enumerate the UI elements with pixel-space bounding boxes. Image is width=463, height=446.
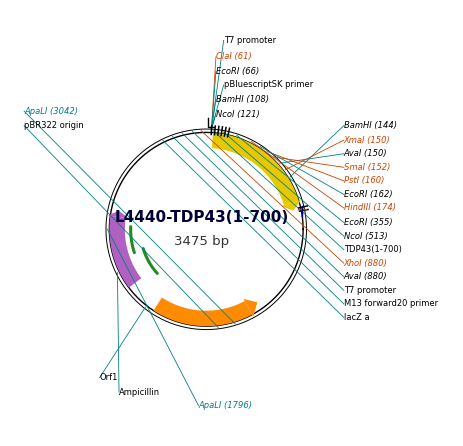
Text: 3475 bp: 3475 bp <box>174 235 229 248</box>
Polygon shape <box>108 211 128 218</box>
Text: T7 promoter: T7 promoter <box>344 286 396 295</box>
Text: ClaI (61): ClaI (61) <box>216 52 252 62</box>
Text: BamHI (108): BamHI (108) <box>216 95 269 104</box>
Text: EcoRI (66): EcoRI (66) <box>216 67 259 76</box>
Text: NcoI (121): NcoI (121) <box>216 110 260 119</box>
Text: T7 promoter: T7 promoter <box>224 36 276 45</box>
Text: BamHI (144): BamHI (144) <box>344 121 397 130</box>
Polygon shape <box>212 132 299 205</box>
Text: L4440-TDP43(1-700): L4440-TDP43(1-700) <box>114 210 288 225</box>
Text: XmaI (150): XmaI (150) <box>344 136 391 145</box>
Text: ApaLI (3042): ApaLI (3042) <box>24 107 78 116</box>
Text: EcoRI (355): EcoRI (355) <box>344 218 393 227</box>
Text: TDP43(1-700): TDP43(1-700) <box>344 245 402 254</box>
Text: pBR322 origin: pBR322 origin <box>24 121 84 130</box>
Text: XhoI (880): XhoI (880) <box>344 259 388 268</box>
Text: EcoRI (162): EcoRI (162) <box>344 190 393 199</box>
Polygon shape <box>282 200 301 211</box>
Text: ApaLI (1796): ApaLI (1796) <box>199 401 252 410</box>
Text: pBluescriptSK primer: pBluescriptSK primer <box>224 80 313 90</box>
Text: AvaI (150): AvaI (150) <box>344 149 388 158</box>
Polygon shape <box>244 299 257 317</box>
Text: PstI (160): PstI (160) <box>344 176 384 186</box>
Polygon shape <box>153 297 252 326</box>
Text: Orf1: Orf1 <box>100 373 118 382</box>
Text: HindIII (174): HindIII (174) <box>344 203 396 212</box>
Text: NcoI (513): NcoI (513) <box>344 231 388 240</box>
Polygon shape <box>109 216 141 288</box>
Text: AvaI (880): AvaI (880) <box>344 272 388 281</box>
Text: SmaI (152): SmaI (152) <box>344 163 390 172</box>
Text: M13 forward20 primer: M13 forward20 primer <box>344 299 438 308</box>
Text: Ampicillin: Ampicillin <box>119 388 160 396</box>
Text: lacZ a: lacZ a <box>344 313 369 322</box>
